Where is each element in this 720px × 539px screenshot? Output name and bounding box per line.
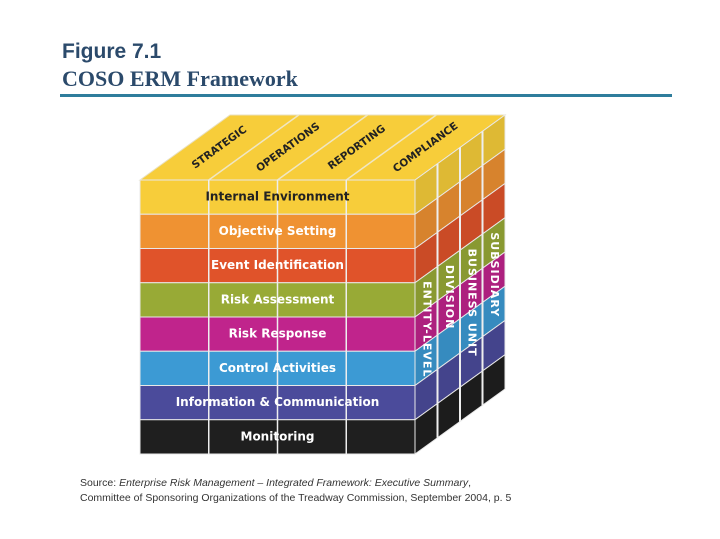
source-citation: Source: Enterprise Risk Management – Int…: [80, 477, 512, 504]
row-label: Control Activities: [219, 361, 336, 375]
top-column-divider: [345, 114, 437, 181]
figure-title: COSO ERM Framework: [62, 66, 298, 91]
top-column-divider: [277, 114, 368, 181]
row-label: Internal Environment: [205, 190, 349, 204]
row-label: Event Identification: [211, 258, 344, 272]
side-label-business-unit: BUSINESS UNIT: [465, 249, 478, 357]
side-label-entity-level: ENTITY-LEVEL: [420, 281, 433, 377]
title-underline: [60, 94, 672, 97]
row-label: Risk Assessment: [221, 292, 335, 306]
row-label: Objective Setting: [219, 224, 337, 238]
row-label: Information & Communication: [176, 395, 380, 409]
top-column-divider: [208, 114, 300, 181]
side-label-subsidiary: SUBSIDIARY: [488, 232, 501, 317]
row-label: Monitoring: [241, 429, 315, 443]
side-label-division: DIVISION: [443, 265, 456, 329]
row-label: Risk Response: [229, 327, 327, 341]
source-prefix: Source:: [80, 477, 120, 489]
source-work: Enterprise Risk Management – Integrated …: [119, 477, 469, 489]
figure-number: Figure 7.1: [62, 40, 162, 63]
source-publisher: Committee of Sponsoring Organizations of…: [80, 492, 512, 504]
